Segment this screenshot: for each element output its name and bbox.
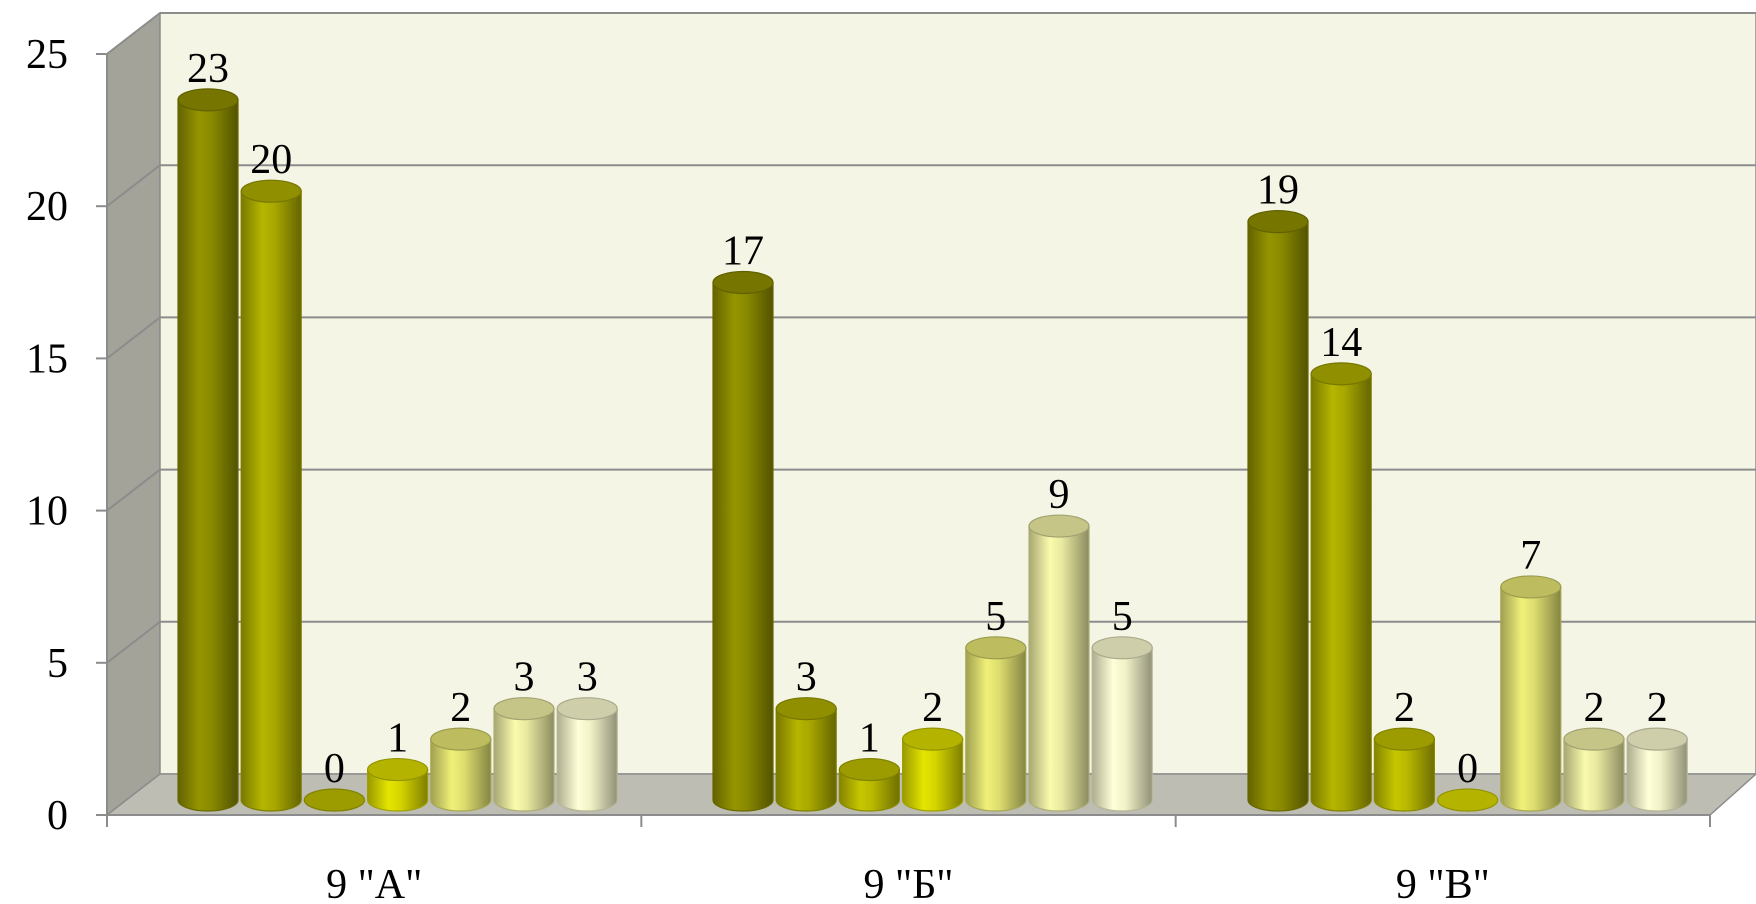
- gridline-side: [106, 468, 161, 512]
- data-label: 0: [1457, 746, 1478, 792]
- bar-top: [1091, 636, 1153, 660]
- y-tick-label: 0: [47, 793, 68, 839]
- data-label: 3: [514, 655, 535, 701]
- gridlines: [106, 12, 1756, 664]
- x-category-label: 9 "В": [1396, 862, 1490, 904]
- bar-top: [901, 727, 964, 751]
- bar-top: [1563, 727, 1625, 751]
- data-label: 17: [722, 229, 764, 275]
- data-label: 0: [324, 746, 345, 792]
- bar-top: [367, 757, 429, 782]
- bar-top: [1626, 727, 1688, 751]
- y-tick-label: 5: [47, 641, 68, 687]
- bar-top: [1436, 788, 1499, 812]
- bar: [1373, 738, 1435, 812]
- data-label: 3: [796, 655, 817, 701]
- bar: [367, 768, 429, 812]
- data-label: 2: [1584, 685, 1605, 731]
- bar: [1563, 738, 1625, 812]
- y-tick-label: 10: [26, 489, 68, 535]
- bar: [1091, 647, 1153, 812]
- y-axis: 0 5 10 15 20 25: [26, 32, 108, 839]
- y-tick-label: 15: [26, 336, 68, 382]
- bar-top: [965, 636, 1027, 660]
- chart-side-wall: [106, 11, 161, 817]
- data-label: 1: [859, 716, 880, 762]
- gridline-side: [106, 164, 161, 207]
- x-category-label: 9 "Б": [864, 862, 954, 904]
- bar-top: [240, 179, 302, 203]
- bar: [493, 708, 555, 812]
- data-label: 1: [387, 716, 408, 762]
- bar-top: [838, 757, 901, 782]
- bar: [1310, 373, 1372, 812]
- bar-top: [1500, 575, 1562, 599]
- bars: [177, 88, 1688, 812]
- bar-top: [430, 727, 492, 751]
- bar: [430, 738, 492, 812]
- data-label: 19: [1257, 168, 1299, 214]
- bar: [902, 738, 964, 812]
- bar-top: [303, 788, 365, 812]
- data-label: 20: [250, 137, 292, 183]
- bar: [965, 647, 1027, 812]
- bar-top: [1373, 727, 1436, 751]
- bar-top: [1028, 514, 1090, 538]
- bar-top: [556, 697, 618, 721]
- data-label: 7: [1520, 533, 1541, 579]
- bar: [775, 708, 837, 812]
- data-label: 23: [187, 46, 229, 92]
- x-category-label: 9 "А": [326, 862, 422, 904]
- bar: [1626, 738, 1688, 812]
- data-label: 9: [1049, 472, 1070, 518]
- bar-top: [712, 270, 774, 295]
- data-label: 5: [985, 594, 1006, 640]
- gridline-side: [106, 316, 161, 360]
- data-label: 2: [1647, 685, 1668, 731]
- bar: [1247, 221, 1309, 812]
- y-tick-label: 25: [26, 32, 68, 78]
- bar: [1500, 586, 1562, 812]
- gridline-side: [106, 621, 161, 664]
- bar: [240, 190, 302, 812]
- bar-top: [1247, 210, 1309, 234]
- data-label: 2: [922, 685, 943, 731]
- y-tick-label: 20: [26, 184, 68, 230]
- bar: [838, 768, 900, 812]
- bar: [177, 99, 239, 812]
- gridline-side: [106, 12, 161, 55]
- data-label: 2: [450, 685, 471, 731]
- bar-top: [177, 88, 239, 112]
- data-label: 14: [1320, 320, 1362, 366]
- bar: [1028, 525, 1090, 812]
- bar: [712, 281, 774, 812]
- data-label: 2: [1394, 685, 1415, 731]
- x-axis: 9 "А" 9 "Б" 9 "В": [106, 814, 1711, 904]
- bar: [556, 708, 618, 812]
- bar-top: [1310, 362, 1372, 386]
- bar-top: [493, 697, 555, 721]
- data-label: 3: [577, 655, 598, 701]
- data-label: 5: [1112, 594, 1133, 640]
- bar-top: [775, 697, 837, 721]
